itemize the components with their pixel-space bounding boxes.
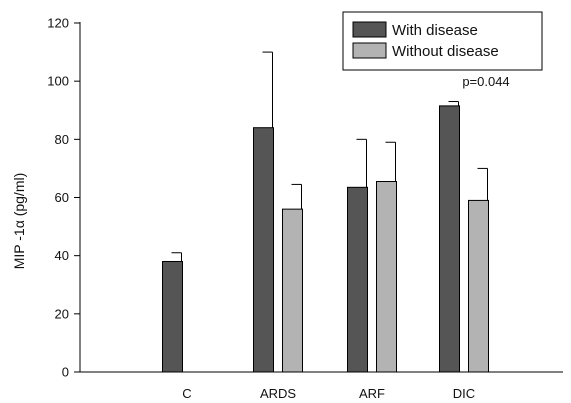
- bar-0-DIC: [439, 105, 460, 373]
- bar-1-ARF: [376, 181, 397, 373]
- x-tick-label: C: [182, 386, 191, 401]
- y-tick-label: 40: [55, 248, 69, 263]
- x-categories: C ARDS ARF DIC: [182, 386, 475, 401]
- legend-label: Without disease: [392, 43, 499, 60]
- error-bars: [171, 51, 488, 262]
- legend-swatch: [352, 21, 387, 38]
- y-tick-label: 0: [62, 365, 69, 380]
- y-tick-label: 100: [47, 74, 69, 89]
- annotations: p=0.044: [462, 74, 509, 89]
- y-tick-label: 80: [55, 132, 69, 147]
- y-axis-label: MIP -1α (pg/ml): [11, 173, 27, 270]
- legend-label: With disease: [392, 22, 478, 39]
- y-ticks: 0 20 40 60 80 100 120: [47, 16, 80, 380]
- bar-1-ARDS: [282, 208, 303, 373]
- legend-swatch: [352, 42, 387, 59]
- y-tick-label: 120: [47, 16, 69, 31]
- bar-0-ARDS: [253, 127, 274, 373]
- bar-0-ARF: [347, 186, 368, 373]
- bar-0-C: [162, 260, 183, 373]
- bars: [162, 105, 489, 373]
- legend: With disease Without disease: [342, 11, 543, 71]
- x-tick-label: ARDS: [260, 386, 296, 401]
- bar-1-DIC: [468, 199, 489, 373]
- x-tick-label: DIC: [453, 386, 475, 401]
- y-tick-label: 20: [55, 306, 69, 321]
- legend-box: [342, 11, 543, 71]
- annotation-text: p=0.044: [462, 74, 509, 89]
- y-tick-label: 60: [55, 190, 69, 205]
- x-tick-label: ARF: [359, 386, 385, 401]
